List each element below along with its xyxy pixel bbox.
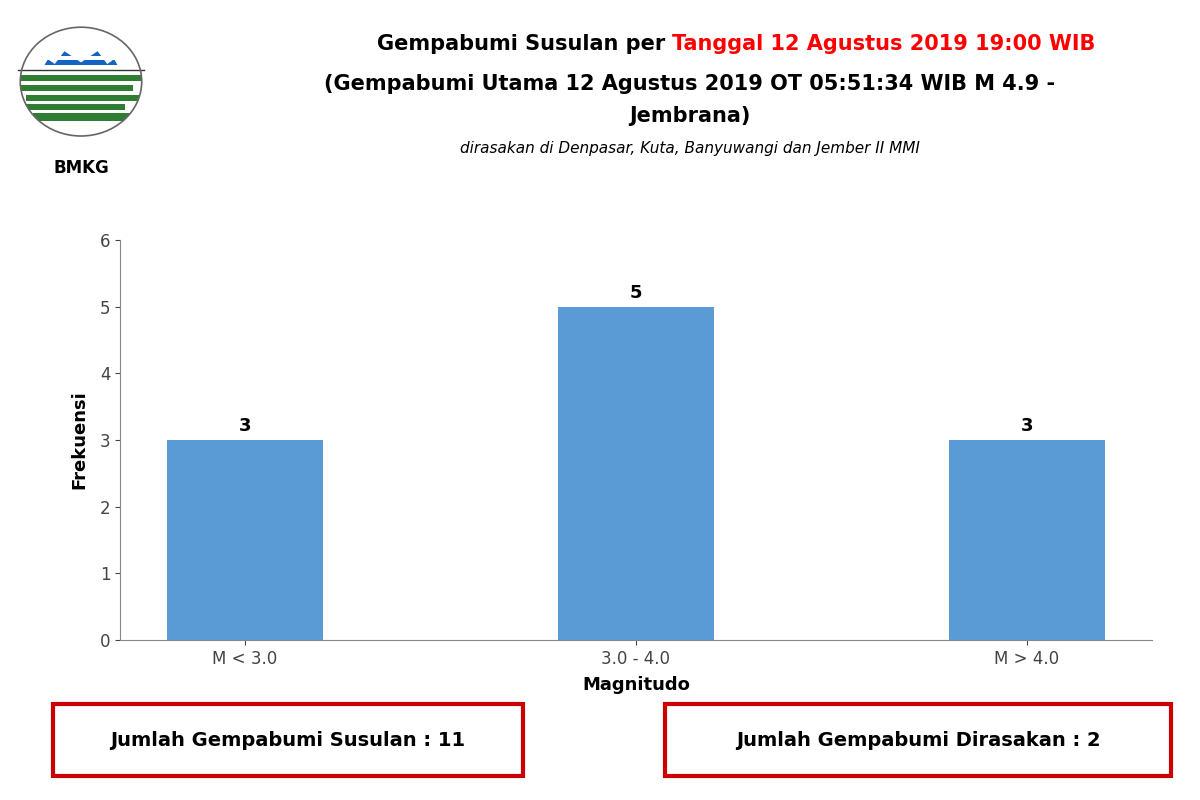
Bar	[32, 113, 144, 121]
Text: Jumlah Gempabumi Susulan : 11: Jumlah Gempabumi Susulan : 11	[110, 730, 466, 750]
Bar	[558, 306, 714, 640]
Text: Jembrana): Jembrana)	[629, 106, 751, 126]
Polygon shape	[18, 27, 144, 69]
X-axis label: Magnitudo: Magnitudo	[582, 676, 690, 694]
Text: 5: 5	[630, 284, 642, 302]
Y-axis label: Frekuensi: Frekuensi	[71, 390, 89, 490]
Text: Jumlah Gempabumi Dirasakan : 2: Jumlah Gempabumi Dirasakan : 2	[736, 730, 1100, 750]
Bar	[26, 94, 144, 101]
Text: (Gempabumi Utama 12 Agustus 2019 OT 05:51:34 WIB M 4.9 -: (Gempabumi Utama 12 Agustus 2019 OT 05:5…	[324, 74, 1056, 94]
Text: Gempabumi Susulan per: Gempabumi Susulan per	[377, 34, 672, 54]
Bar	[18, 104, 125, 110]
Bar	[18, 60, 144, 66]
Text: BMKG: BMKG	[53, 159, 109, 177]
Bar	[18, 85, 133, 91]
Bar	[18, 50, 144, 56]
Bar	[167, 440, 323, 640]
Bar	[18, 75, 144, 82]
Ellipse shape	[20, 27, 142, 136]
FancyBboxPatch shape	[53, 704, 523, 776]
Text: Tanggal 12 Agustus 2019 19:00 WIB: Tanggal 12 Agustus 2019 19:00 WIB	[672, 34, 1096, 54]
Text: 3: 3	[1021, 418, 1033, 435]
FancyBboxPatch shape	[665, 704, 1171, 776]
Text: dirasakan di Denpasar, Kuta, Banyuwangi dan Jember II MMI: dirasakan di Denpasar, Kuta, Banyuwangi …	[460, 141, 920, 155]
Text: 3: 3	[239, 418, 251, 435]
Bar	[18, 39, 144, 46]
Bar	[949, 440, 1105, 640]
